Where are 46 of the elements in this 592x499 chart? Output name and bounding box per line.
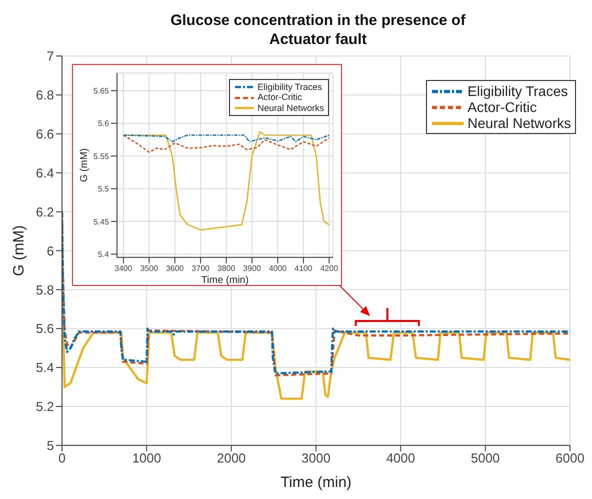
y-axis-title: G (mM) xyxy=(10,225,28,276)
y-tick-label: 5.6 xyxy=(36,321,54,336)
y-tick-label: 5.8 xyxy=(36,282,54,298)
y-tick-label: 6.8 xyxy=(36,88,54,103)
x-tick-label: 5000 xyxy=(470,450,500,466)
x-tick-label: 4000 xyxy=(268,264,288,274)
x-axis-title: Time (min) xyxy=(201,275,249,286)
x-tick-label: 4000 xyxy=(386,450,416,466)
y-tick-label: 5.45 xyxy=(93,217,110,226)
x-tick-label: 3400 xyxy=(114,264,133,274)
x-tick-label: 0 xyxy=(58,450,66,466)
legend-label: Actor-Critic xyxy=(468,99,537,116)
x-tick-label: 3700 xyxy=(192,264,210,274)
y-tick-label: 5.5 xyxy=(98,184,110,194)
y-tick-label: 5 xyxy=(46,438,54,454)
x-tick-label: 4200 xyxy=(320,264,339,274)
y-tick-label: 6 xyxy=(46,243,54,258)
legend-label: Actor-Critic xyxy=(257,92,302,103)
y-tick-label: 6.2 xyxy=(36,204,54,220)
y-tick-label: 6.4 xyxy=(36,165,54,180)
y-tick-label: 7 xyxy=(46,48,54,64)
x-tick-label: 3800 xyxy=(217,264,236,274)
x-tick-label: 6000 xyxy=(556,450,584,466)
line-series xyxy=(122,134,330,153)
x-tick-label: 2000 xyxy=(216,450,246,466)
y-tick-label: 5.6 xyxy=(98,119,110,128)
y-axis-title: G (mM) xyxy=(78,148,90,182)
x-tick-label: 3000 xyxy=(302,450,330,466)
y-tick-label: 5.55 xyxy=(93,152,110,161)
legend-label: Neural Networks xyxy=(257,102,324,114)
legend-label: Neural Networks xyxy=(468,115,571,132)
x-axis-title: Time (min) xyxy=(280,474,352,491)
x-tick-label: 3600 xyxy=(166,264,184,274)
legend-label: Eligibility Traces xyxy=(257,82,322,92)
x-tick-label: 4100 xyxy=(294,264,313,274)
y-tick-label: 5.2 xyxy=(36,399,54,414)
y-tick-label: 5.4 xyxy=(36,360,54,376)
y-tick-label: 6.6 xyxy=(36,126,54,142)
legend-label: Eligibility Traces xyxy=(468,83,568,100)
y-tick-label: 5.4 xyxy=(98,250,110,259)
x-tick-label: 1000 xyxy=(132,450,162,466)
x-tick-label: 3500 xyxy=(140,264,159,274)
x-tick-label: 3900 xyxy=(243,264,262,274)
chart-title: Glucose concentration in the presence of Actuator fault xyxy=(169,12,467,50)
line-series xyxy=(122,134,330,142)
y-tick-label: 5.65 xyxy=(93,86,110,96)
